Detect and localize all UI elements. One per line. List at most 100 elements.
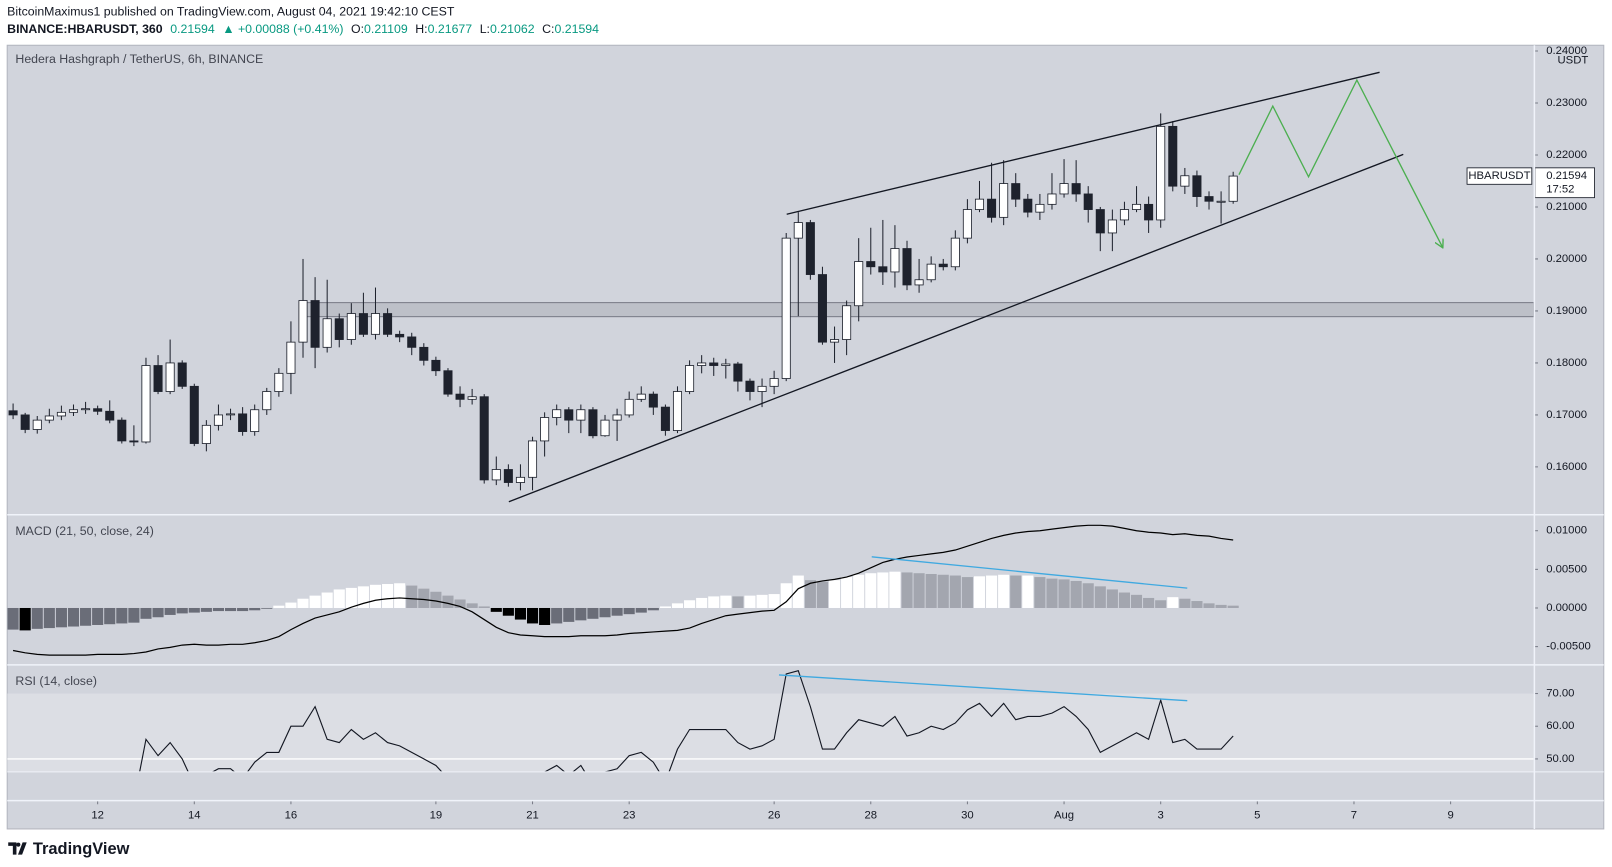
candle-body — [455, 393, 465, 400]
divergence-line — [778, 674, 1188, 702]
candle-body — [914, 279, 924, 286]
histogram-bar — [647, 607, 659, 611]
histogram-bar — [986, 575, 998, 608]
y-tick-label: 0.00500 — [1546, 563, 1587, 575]
candle-body — [213, 414, 223, 426]
candle-body — [987, 198, 997, 218]
candle-body — [201, 424, 211, 444]
x-tick-label: 5 — [1254, 810, 1260, 822]
y-tick-label: 60.00 — [1546, 720, 1574, 732]
candle-body — [866, 261, 876, 268]
candle-body — [757, 385, 767, 392]
x-tick-label: 30 — [961, 810, 974, 822]
histogram-bar — [478, 606, 490, 608]
histogram-bar — [563, 607, 575, 622]
candle-body — [8, 410, 18, 416]
x-tick-label: 7 — [1351, 810, 1357, 822]
histogram-bar — [539, 607, 551, 625]
candle-body — [1168, 125, 1178, 187]
candle-body — [479, 396, 489, 481]
histogram-bar — [599, 607, 611, 618]
histogram-bar — [369, 584, 382, 608]
histogram-bar — [889, 571, 901, 608]
histogram-bar — [587, 607, 599, 619]
y-tick-label: 0.18000 — [1546, 357, 1587, 369]
histogram-bar — [430, 591, 442, 608]
candle-body — [624, 398, 634, 416]
histogram-bar — [1034, 577, 1046, 608]
histogram-bar — [309, 595, 321, 608]
histogram-bar — [176, 607, 188, 614]
histogram-bar — [502, 607, 514, 616]
ohlc-open: 0.21109 — [364, 22, 408, 36]
histogram-bar — [188, 607, 200, 613]
candle-body — [600, 419, 610, 437]
candle-body — [974, 198, 985, 210]
histogram-bar — [853, 574, 865, 608]
rsi-pane — [7, 669, 1534, 772]
candle-body — [322, 318, 332, 348]
histogram-bar — [1118, 592, 1131, 608]
candle-body — [733, 363, 743, 382]
candle-body — [697, 362, 707, 366]
histogram-bar — [345, 587, 357, 608]
histogram-bar — [128, 607, 140, 623]
x-tick-label: 26 — [768, 810, 781, 822]
histogram-bar — [1106, 589, 1118, 608]
candle-body — [310, 300, 320, 348]
candle-body — [528, 440, 538, 478]
histogram-bar — [224, 607, 237, 612]
candle-body — [383, 313, 393, 335]
histogram-bar — [140, 607, 152, 619]
candle-body — [189, 385, 199, 444]
histogram-bar — [949, 575, 961, 608]
histogram-bar — [925, 573, 937, 608]
candle-body — [298, 300, 308, 343]
histogram-bar — [865, 573, 877, 608]
histogram-bar — [756, 594, 768, 608]
macd-line — [12, 524, 1234, 656]
histogram-bar — [961, 577, 973, 608]
candle-body — [1059, 183, 1069, 195]
x-tick-label: 23 — [623, 810, 636, 822]
histogram-bar — [92, 607, 104, 625]
candle-body — [177, 362, 187, 387]
histogram-bar — [249, 607, 261, 611]
candle-body — [129, 440, 139, 443]
histogram-bar — [696, 597, 708, 608]
ohlc-high: 0.21677 — [428, 22, 473, 36]
x-tick-label: 19 — [430, 810, 443, 822]
candle-body — [105, 410, 115, 421]
price-pane — [8, 71, 1534, 503]
histogram-bar — [406, 585, 418, 608]
histogram-bar — [200, 607, 212, 612]
histogram-bar — [1155, 600, 1167, 608]
candle-body — [999, 183, 1009, 218]
histogram-bar — [575, 607, 587, 621]
histogram-bar — [551, 607, 563, 624]
candle-body — [805, 222, 815, 275]
candle-body — [1132, 203, 1142, 210]
histogram-bar — [623, 607, 635, 615]
candle-body — [226, 413, 236, 416]
candle-body — [1180, 175, 1190, 187]
candle-body — [636, 393, 646, 400]
x-tick-label: 3 — [1158, 810, 1164, 822]
histogram-bar — [1130, 594, 1143, 608]
published-line: BitcoinMaximus1 published on TradingView… — [7, 5, 455, 19]
x-tick-label: 16 — [285, 810, 298, 822]
candle-body — [431, 359, 441, 372]
candle-body — [141, 365, 151, 443]
histogram-bar — [804, 580, 816, 608]
y-tick-label: 0.20000 — [1546, 253, 1587, 265]
candle-body — [395, 333, 405, 338]
candle-body — [564, 409, 574, 421]
histogram-bar — [116, 607, 128, 624]
histogram-bar — [357, 586, 369, 608]
wedge-trendline — [786, 71, 1380, 215]
histogram-bar — [1215, 604, 1227, 608]
histogram-bar — [732, 596, 744, 608]
candle-body — [745, 380, 755, 392]
y-tick-label: 50.00 — [1546, 753, 1574, 765]
